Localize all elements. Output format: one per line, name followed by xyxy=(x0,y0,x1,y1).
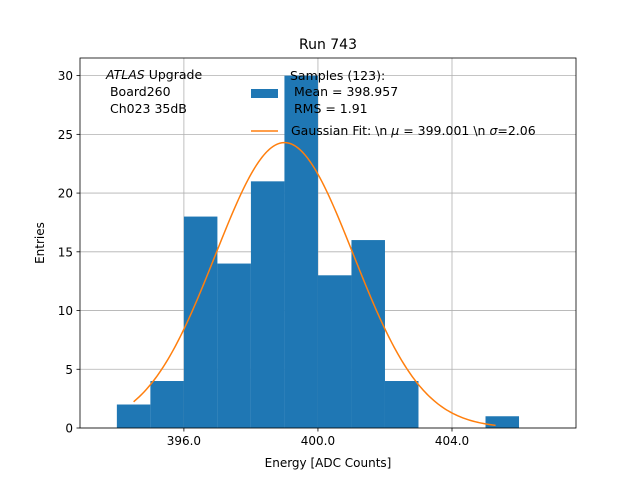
histogram-bar xyxy=(183,216,218,428)
legend-histogram-swatch xyxy=(251,89,278,98)
annotation-atlas: ATLAS xyxy=(105,67,145,82)
y-axis-label: Entries xyxy=(33,222,47,264)
chart-title: Run 743 xyxy=(299,37,357,53)
annotation-line-3: Ch023 35dB xyxy=(106,101,187,116)
x-axis-ticks: 396.0 400.0 404.0 xyxy=(167,428,469,448)
x-tick-label: 404.0 xyxy=(435,434,469,448)
legend-fit-mu: μ xyxy=(390,123,399,138)
annotation-text: ATLAS Upgrade Board260 Ch023 35dB xyxy=(105,67,202,116)
y-tick-label: 10 xyxy=(58,304,73,318)
legend-fit-prefix: Gaussian Fit: \n xyxy=(291,123,391,138)
y-tick-label: 20 xyxy=(58,187,73,201)
histogram-bar xyxy=(116,404,151,428)
legend-fit-suffix: =2.06 xyxy=(497,123,535,138)
x-axis-label: Energy [ADC Counts] xyxy=(265,456,392,470)
y-tick-label: 0 xyxy=(65,422,73,436)
y-tick-label: 5 xyxy=(65,363,73,377)
legend-fit-label: Gaussian Fit: \n μ = 399.001 \n σ=2.06 xyxy=(291,123,536,138)
histogram-bar xyxy=(150,381,184,428)
annotation-line-1-rest: Upgrade xyxy=(145,67,203,82)
histogram-bar xyxy=(317,275,352,428)
y-tick-label: 15 xyxy=(58,245,73,259)
legend-fit-sigma: σ xyxy=(489,123,498,138)
annotation-line-2: Board260 xyxy=(106,84,171,99)
histogram-bar xyxy=(217,263,251,428)
legend-histogram-line-1: Samples (123): xyxy=(290,68,385,83)
plot-frame xyxy=(79,57,577,429)
histogram-bars xyxy=(116,75,520,428)
annotation-line-1: ATLAS Upgrade xyxy=(105,67,202,82)
x-tick-label: 396.0 xyxy=(167,434,201,448)
gaussian-fit-curve xyxy=(133,141,496,427)
histogram-bar xyxy=(250,181,285,428)
histogram-bar xyxy=(485,416,520,428)
y-axis-ticks: 0 5 10 15 20 25 30 xyxy=(58,69,80,436)
legend-histogram-line-2: Mean = 398.957 xyxy=(290,84,398,99)
legend: Samples (123): Mean = 398.957 RMS = 1.91… xyxy=(251,68,536,138)
histogram-bar xyxy=(384,381,419,428)
y-tick-label: 30 xyxy=(58,69,73,83)
legend-histogram-line-3: RMS = 1.91 xyxy=(290,101,368,116)
x-tick-label: 400.0 xyxy=(301,434,335,448)
legend-fit-mid: = 399.001 \n xyxy=(399,123,489,138)
histogram-bar xyxy=(284,75,318,428)
y-tick-label: 25 xyxy=(58,128,73,142)
histogram-bar xyxy=(351,240,385,428)
